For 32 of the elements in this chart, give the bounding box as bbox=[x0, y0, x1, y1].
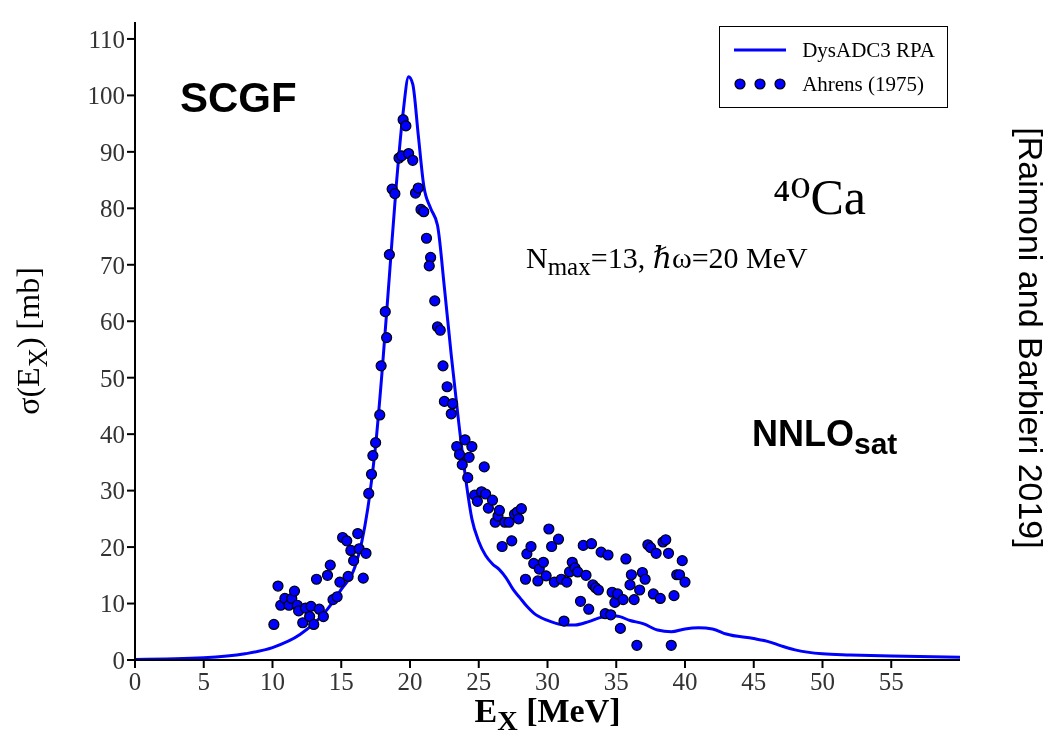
y-tick-label: 80 bbox=[100, 195, 125, 223]
y-tick-label: 100 bbox=[87, 82, 125, 110]
legend-label: DysADC3 RPA bbox=[802, 37, 935, 64]
x-tick-label: 5 bbox=[197, 667, 210, 695]
legend-label: Ahrens (1975) bbox=[802, 71, 925, 98]
annotation: N$_{max}$=13, ℏω=20 MeV bbox=[526, 240, 808, 281]
y-tick-label: 60 bbox=[100, 308, 125, 336]
x-tick-label: 20 bbox=[397, 667, 423, 695]
x-tick-label: 25 bbox=[466, 667, 492, 695]
y-tick-label: 90 bbox=[100, 138, 125, 166]
y-tick-label: 10 bbox=[100, 590, 125, 618]
annotation: ⁴⁰Ca bbox=[773, 168, 867, 226]
x-tick-label: 55 bbox=[878, 667, 904, 695]
x-tick-label: 10 bbox=[260, 667, 285, 695]
y-tick-label: 50 bbox=[100, 364, 125, 392]
y-tick-label: 110 bbox=[88, 25, 125, 53]
x-tick-label: 35 bbox=[603, 667, 629, 695]
x-tick-label: 30 bbox=[535, 667, 560, 695]
y-tick-label: 40 bbox=[100, 421, 125, 449]
text: [Raimoni and Barbieri 2019] bbox=[1010, 127, 1050, 549]
x-tick-label: 40 bbox=[672, 667, 698, 695]
y-tick-label: 20 bbox=[100, 533, 125, 561]
y-tick-label: 30 bbox=[100, 477, 125, 505]
x-tick-label: 45 bbox=[741, 667, 767, 695]
y-tick-label: 0 bbox=[112, 646, 125, 674]
y-tick-label: 70 bbox=[100, 251, 125, 279]
x-tick-label: 15 bbox=[328, 667, 354, 695]
annotation: SCGF bbox=[180, 74, 297, 122]
x-axis-title: E$_{X}$ [MeV] bbox=[474, 692, 621, 736]
x-tick-label: 50 bbox=[810, 667, 835, 695]
x-tick-label: 0 bbox=[128, 667, 142, 695]
annotation: NNLO$_{sat}$ bbox=[752, 413, 898, 462]
